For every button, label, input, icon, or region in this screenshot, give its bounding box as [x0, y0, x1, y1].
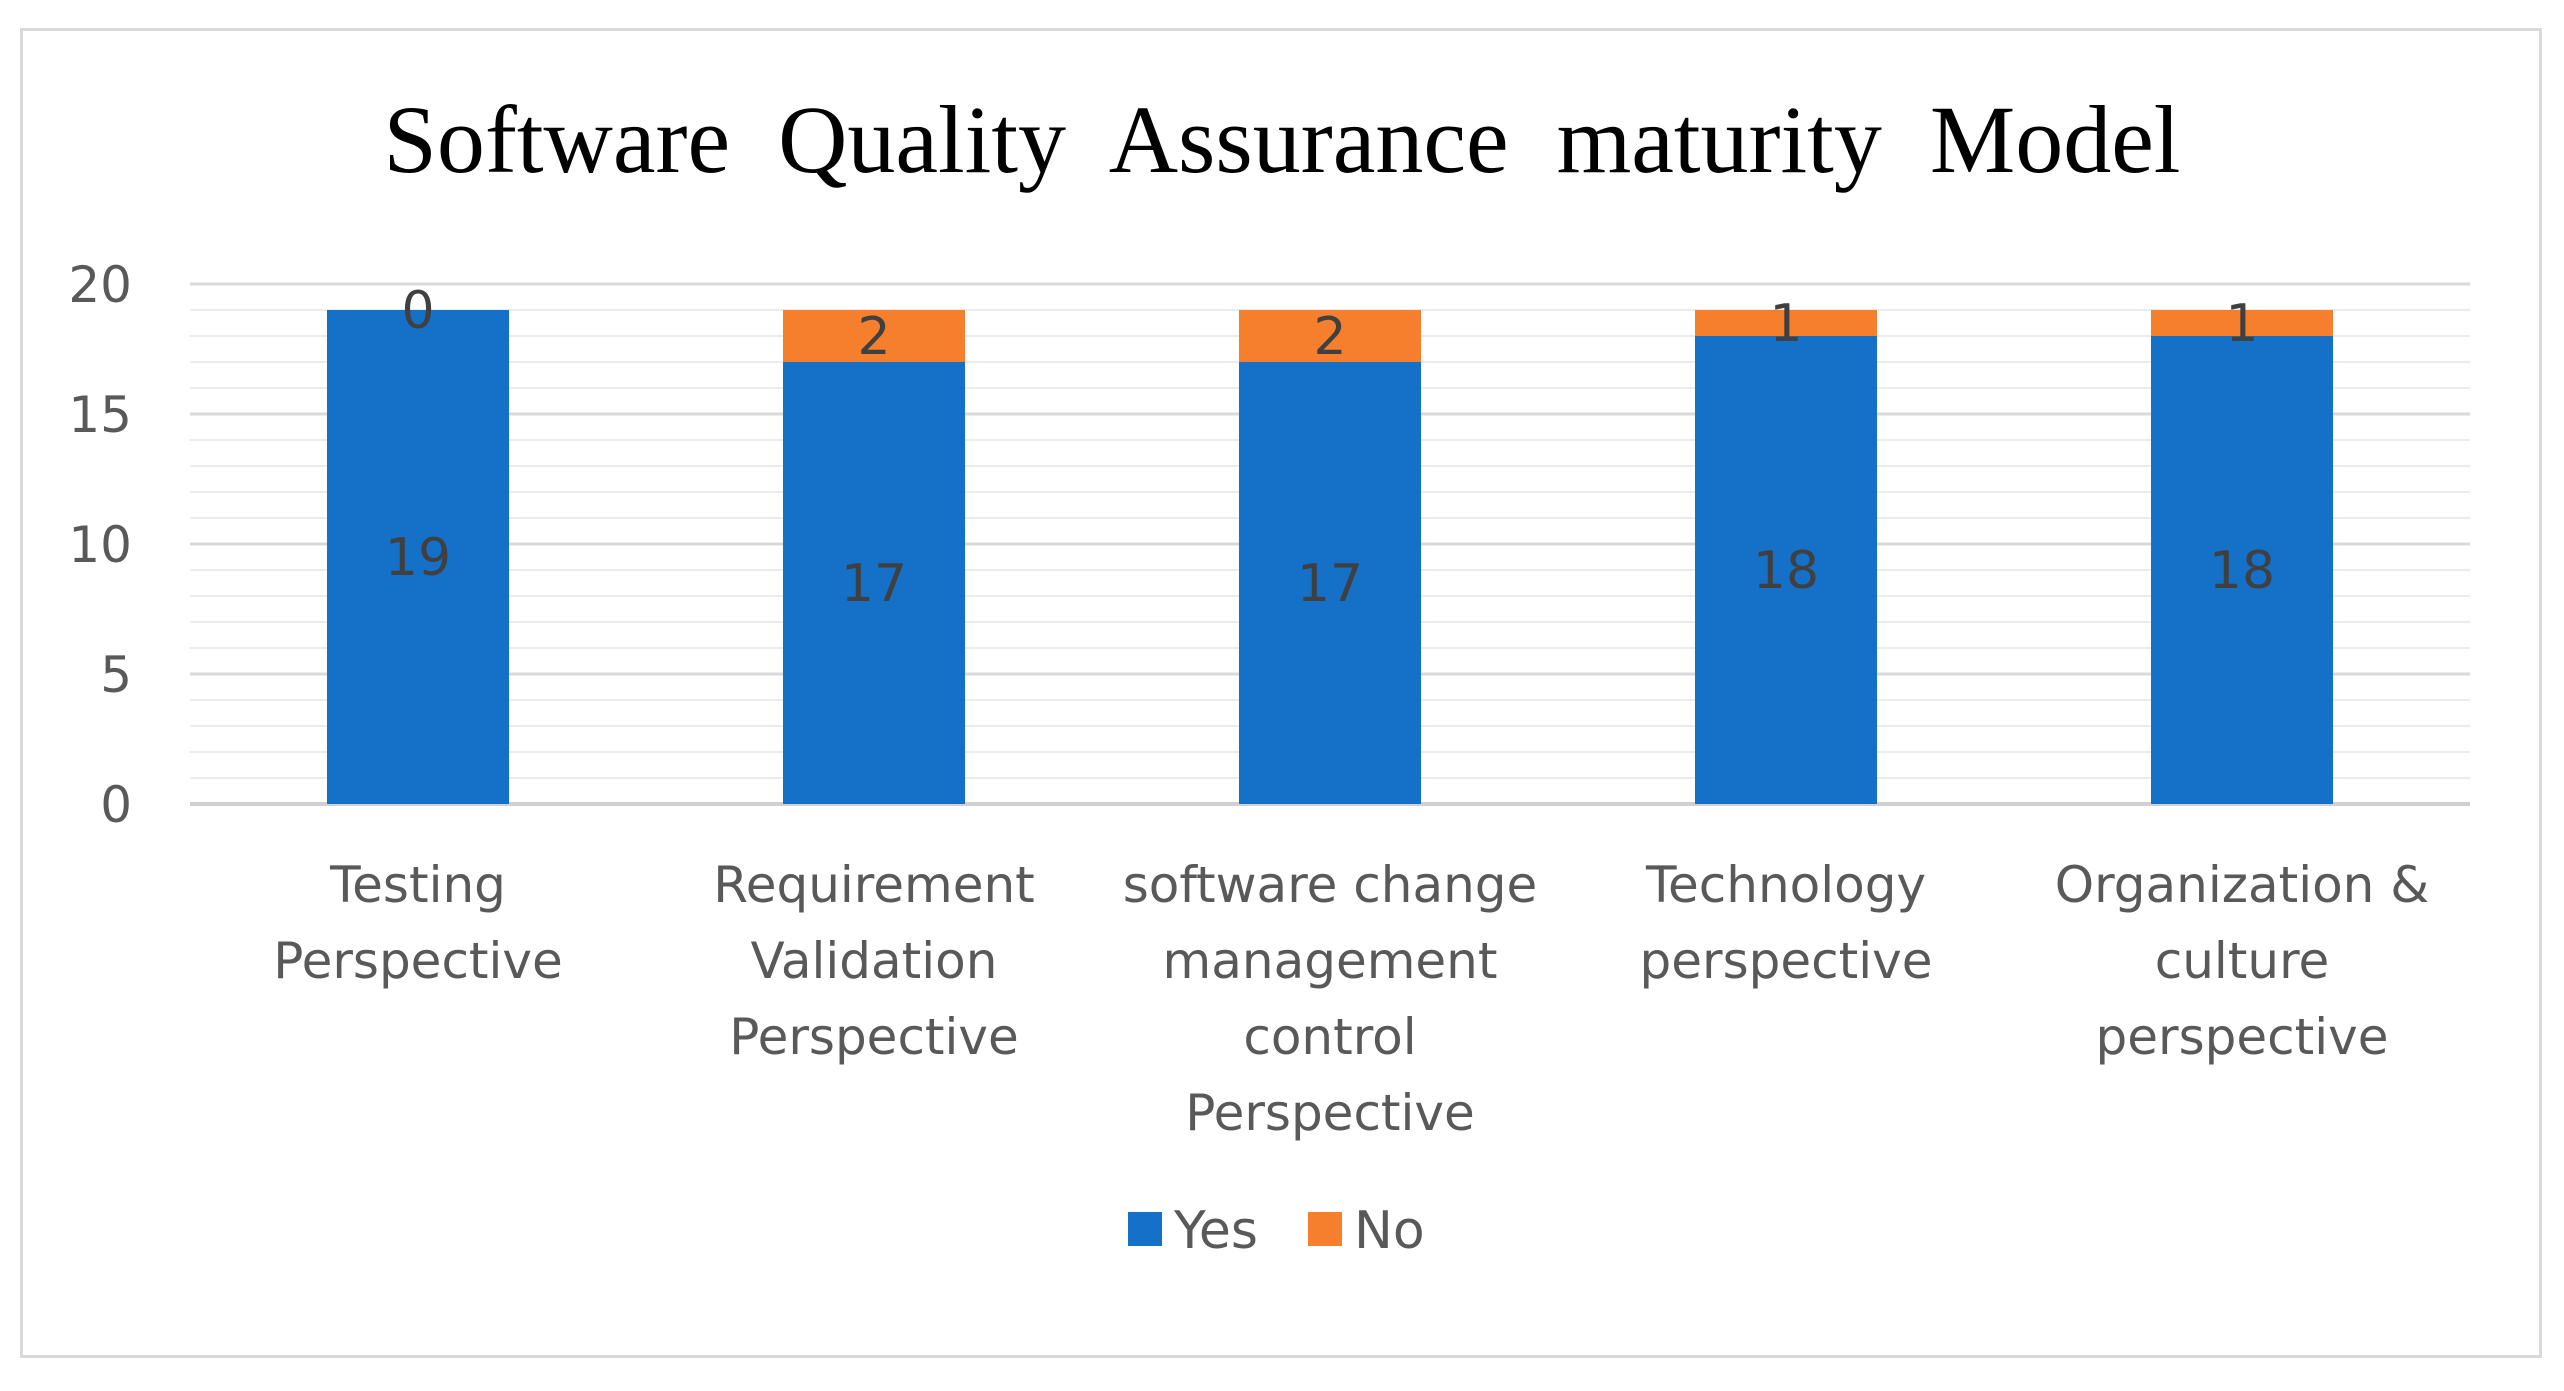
bar-yes: [1695, 336, 1877, 804]
data-label-no: 0: [401, 281, 434, 341]
data-label-yes: 17: [841, 554, 907, 614]
y-axis-ticks: 0 5 10 15 20: [68, 256, 132, 834]
bar-no: [2151, 310, 2333, 336]
legend-swatch-yes: [1128, 1212, 1162, 1246]
x-axis-categories: Testing Perspective Requirement Validation P…: [273, 856, 2429, 1142]
y-tick-label: 15: [68, 386, 132, 444]
y-tick-label: 5: [100, 646, 132, 704]
bar-yes: [783, 362, 965, 804]
bar-yes: [327, 310, 509, 804]
chart-title: Software Quality Assurance maturity Mode…: [384, 86, 2181, 193]
data-label-no: 1: [1769, 294, 1802, 354]
data-label-yes: 18: [1753, 541, 1819, 601]
data-labels: 19 0 17 2 17 2 18 1 18 1: [385, 281, 2275, 614]
category-label: Technology perspective: [1640, 856, 1933, 990]
data-label-no: 2: [1313, 307, 1346, 367]
data-label-no: 2: [857, 307, 890, 367]
bar-no: [783, 310, 965, 362]
legend-label-no: No: [1354, 1201, 1425, 1261]
data-label-yes: 18: [2209, 541, 2275, 601]
data-label-yes: 17: [1297, 554, 1363, 614]
category-label: Testing Perspective: [273, 856, 563, 990]
bar-yes: [1239, 362, 1421, 804]
data-label-yes: 19: [385, 528, 451, 588]
legend-label-yes: Yes: [1173, 1201, 1258, 1261]
y-tick-label: 20: [68, 256, 132, 314]
category-label: software change management control Perspect…: [1123, 856, 1538, 1142]
legend-swatch-no: [1308, 1212, 1342, 1246]
y-tick-label: 10: [68, 516, 132, 574]
bar-no: [1239, 310, 1421, 362]
bar-yes: [2151, 336, 2333, 804]
data-label-no: 1: [2225, 294, 2258, 354]
category-label: Requirement Validation Perspective: [713, 856, 1035, 1066]
bars: [327, 310, 2333, 804]
category-label: Organization & culture perspective: [2055, 856, 2430, 1066]
bar-no: [1695, 310, 1877, 336]
y-tick-label: 0: [100, 776, 132, 834]
legend: Yes No: [1128, 1201, 1425, 1261]
